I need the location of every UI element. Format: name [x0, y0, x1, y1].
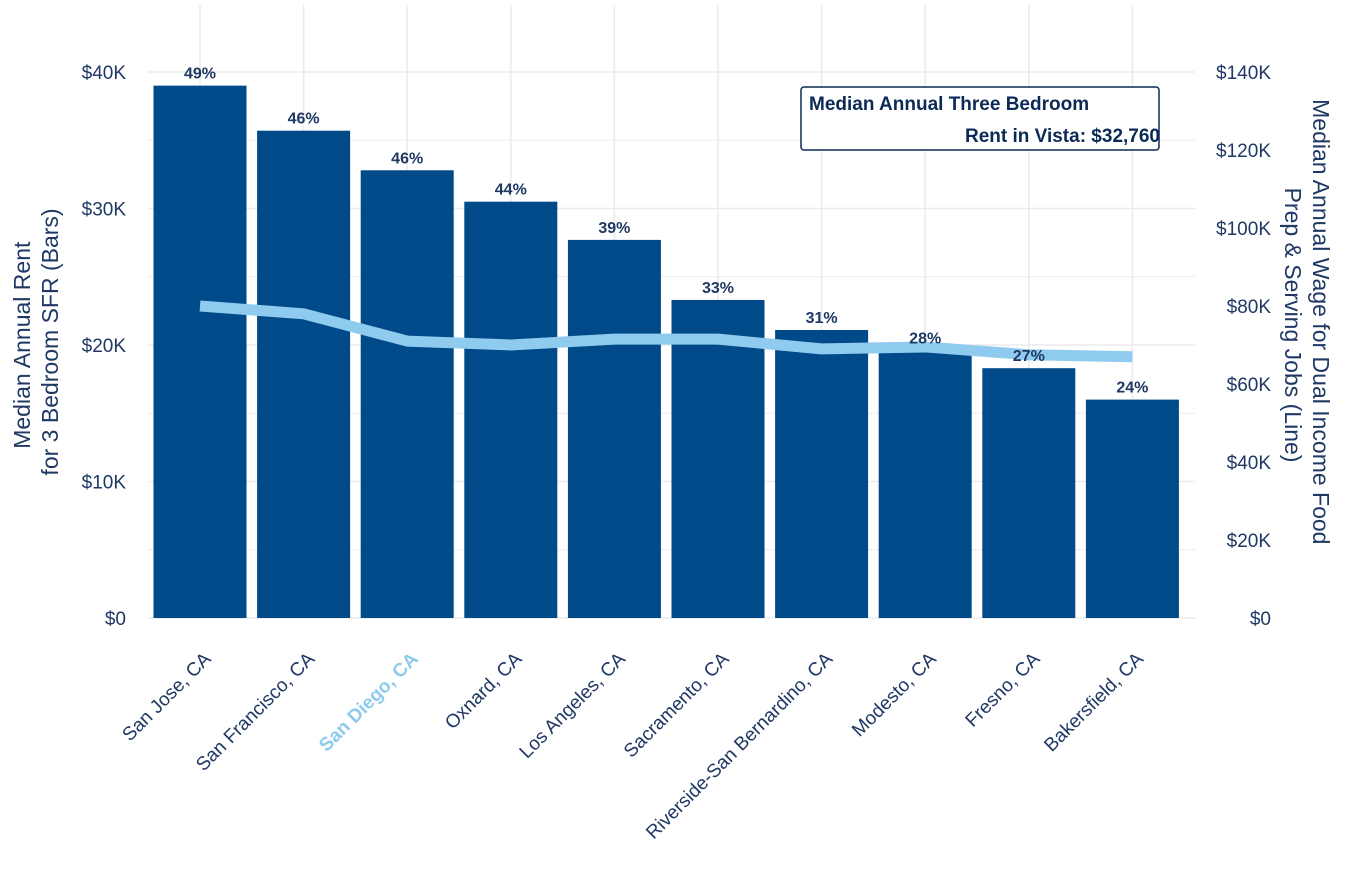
left-tick-label: $20K — [82, 336, 127, 357]
bar-value-label: 27% — [1013, 348, 1045, 365]
category-label: Bakersfield, CA — [1040, 648, 1148, 756]
bar — [360, 170, 454, 618]
category-label: Modesto, CA — [848, 648, 941, 741]
category-label: Oxnard, CA — [441, 648, 526, 733]
bar-value-label: 46% — [391, 150, 423, 167]
right-axis-title-line-2: Prep & Serving Jobs (Line) — [1280, 188, 1306, 463]
right-tick-label: $100K — [1216, 219, 1271, 240]
bar — [878, 350, 972, 618]
right-tick-label: $80K — [1227, 297, 1272, 318]
bar — [567, 239, 661, 618]
bar-value-label: 46% — [288, 111, 320, 128]
bar — [153, 85, 247, 618]
bar — [671, 299, 765, 618]
bar-value-label: 49% — [184, 66, 216, 83]
bar-value-label: 39% — [598, 220, 630, 237]
left-axis-title-line-2: for 3 Bedroom SFR (Bars) — [37, 208, 63, 475]
wage-line — [199, 300, 1133, 363]
bar-labels: 49% 46% 46% 44% 39% 33% 31% 28% 27% 24% — [184, 66, 1148, 397]
bar-value-label: 28% — [909, 330, 941, 347]
right-tick-label: $20K — [1227, 531, 1272, 552]
annotation-box: Median Annual Three Bedroom Rent in Vist… — [800, 86, 1160, 151]
category-label: Riverside-San Bernardino, CA — [642, 648, 837, 843]
right-tick-label: $140K — [1216, 63, 1271, 84]
category-label: Fresno, CA — [962, 648, 1045, 731]
bar-value-label: 33% — [702, 280, 734, 297]
right-axis-title: Median Annual Wage for Dual Income Food … — [1280, 99, 1334, 551]
bar — [257, 130, 351, 618]
right-axis-title-line-1: Median Annual Wage for Dual Income Food — [1308, 99, 1334, 544]
annotation-frame — [800, 86, 1160, 151]
left-tick-label: $40K — [82, 63, 127, 84]
category-label: Sacramento, CA — [620, 648, 734, 762]
bar — [775, 329, 869, 618]
left-tick-label: $10K — [82, 473, 127, 494]
bar-value-label: 31% — [806, 310, 838, 327]
bar — [1085, 399, 1179, 618]
category-label: Los Angeles, CA — [516, 648, 630, 762]
bar-value-label: 24% — [1116, 380, 1148, 397]
right-axis-ticks: $0 $20K $40K $60K $80K $100K $120K $140K — [1216, 63, 1271, 630]
left-tick-label: $30K — [82, 200, 127, 221]
bar — [982, 368, 1076, 618]
bar — [464, 201, 558, 619]
right-tick-label: $60K — [1227, 375, 1272, 396]
category-label: San Jose, CA — [119, 648, 216, 745]
right-tick-label: $0 — [1250, 609, 1271, 630]
left-axis-title: Median Annual Rent for 3 Bedroom SFR (Ba… — [9, 208, 63, 475]
bar-value-label: 44% — [495, 182, 527, 199]
annotation-line-1: Median Annual Three Bedroom — [809, 94, 1089, 115]
wage-line-path — [199, 300, 1133, 363]
left-tick-label: $0 — [105, 609, 126, 630]
category-label-highlighted: San Diego, CA — [315, 648, 423, 756]
left-axis-ticks: $0 $10K $20K $30K $40K — [82, 63, 127, 630]
right-tick-label: $120K — [1216, 141, 1271, 162]
right-tick-label: $40K — [1227, 453, 1272, 474]
bars — [153, 85, 1179, 619]
left-axis-title-line-1: Median Annual Rent — [9, 241, 35, 449]
annotation-line-2: Rent in Vista: $32,760 — [965, 126, 1160, 147]
